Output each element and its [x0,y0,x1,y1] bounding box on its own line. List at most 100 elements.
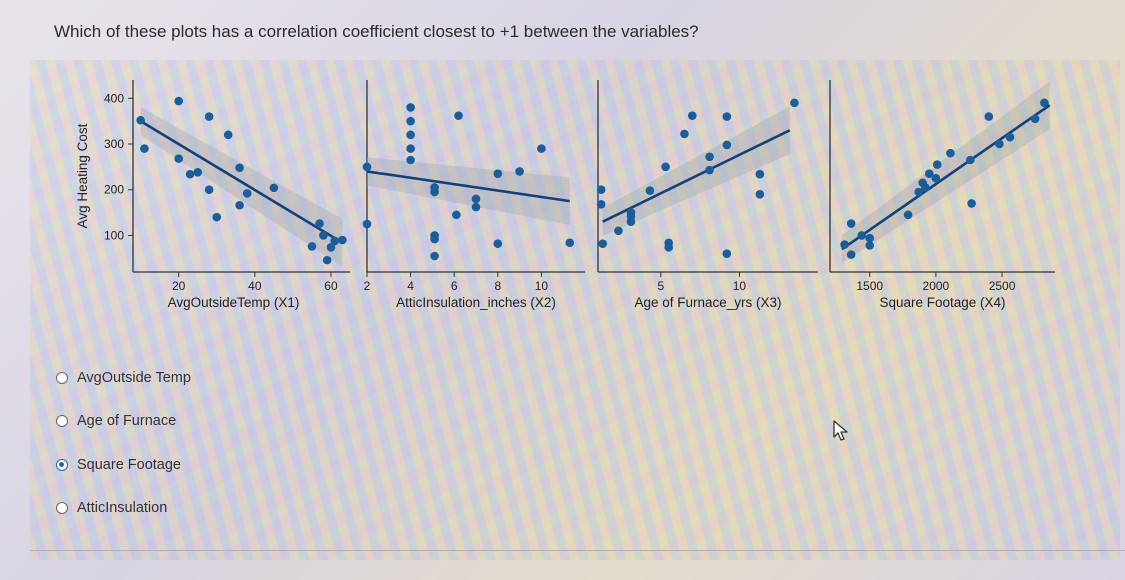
x-axis-label: AvgOutsideTemp (X1) [168,295,300,310]
data-point [406,155,415,165]
x-axis-label: Square Footage (X4) [879,295,1005,310]
data-point [493,239,503,248]
data-point [914,187,923,197]
data-point [967,199,976,208]
data-point [931,173,941,183]
x-axis-label: Age of Furnace_yrs (X3) [634,295,781,310]
data-point [995,139,1004,149]
radio-button-icon[interactable] [56,372,68,384]
data-point [984,112,994,121]
data-point [903,210,913,220]
option-age-of-furnace[interactable]: Age of Furnace [56,413,176,429]
data-point [1040,98,1049,108]
data-point [596,200,606,209]
data-point [614,226,623,236]
option-square-footage[interactable]: Square Footage [56,457,181,473]
confidence-band [140,107,343,267]
data-point [406,144,415,153]
x-axis-label: AtticInsulation_inches (X2) [396,295,556,310]
y-tick-label: 100 [104,228,124,242]
data-point [330,236,340,246]
data-point [626,217,636,227]
data-point [269,183,279,193]
y-axis-label: Avg Heating Cost [75,123,90,228]
option-label: Age of Furnace [77,413,177,429]
data-point [645,186,655,195]
data-point [430,251,439,261]
data-point [661,162,670,172]
x-tick-label: 20 [172,279,186,293]
y-tick-label: 300 [104,137,124,151]
data-point [755,189,765,199]
option-label: AvgOutside Temp [77,370,191,386]
data-point [406,116,415,126]
option-label: AtticInsulation [77,500,168,516]
data-point [596,185,606,195]
confidence-band [841,81,1050,264]
data-point [235,200,244,210]
radio-button-icon[interactable] [56,415,68,427]
data-point [664,243,674,252]
mouse-pointer-icon [833,420,848,441]
x-tick-label: 2500 [989,279,1016,293]
x-tick-label: 4 [407,279,414,293]
data-point [223,130,233,140]
y-tick-label: 400 [104,91,124,105]
data-point [362,219,372,229]
data-point [722,112,732,121]
data-point [326,243,336,252]
data-point [755,169,765,179]
data-point [840,240,849,249]
data-point [193,168,203,177]
option-label: Square Footage [77,457,181,473]
option-avgoutside-temp[interactable]: AvgOutside Temp [56,370,191,386]
data-point [924,169,934,179]
x-tick-label: 10 [733,279,747,293]
x-tick-label: 1500 [856,279,883,293]
data-point [406,130,415,140]
data-point [430,187,439,197]
x-tick-label: 5 [658,279,665,293]
bottom-divider [30,550,1125,551]
confidence-band [602,106,790,236]
data-point [598,239,608,248]
data-point [204,185,214,195]
data-point [174,96,183,106]
data-point [315,219,324,228]
regression-line [139,120,344,244]
data-point [430,234,439,244]
x-tick-label: 40 [248,279,262,293]
question-text: Which of these plots has a correlation c… [54,22,699,41]
data-point [537,144,546,153]
confidence-band [367,157,570,225]
regression-line [602,129,791,223]
data-point [846,250,856,259]
data-point [857,231,867,240]
data-point [493,169,503,179]
radio-button-icon[interactable] [56,459,68,471]
data-point [307,242,317,251]
data-point [865,241,875,250]
data-point [722,249,732,259]
x-tick-label: 60 [324,279,338,293]
option-atticinsulation[interactable]: AtticInsulation [56,500,167,516]
data-point [362,162,372,172]
data-point [242,189,252,198]
data-point [920,183,930,192]
data-point [846,219,856,228]
data-point [136,115,145,125]
data-point [212,212,222,222]
data-point [185,169,195,179]
data-point [1005,132,1015,142]
data-point [965,155,975,165]
data-point [722,140,732,150]
data-point [790,98,799,108]
data-point [454,111,463,120]
radio-button-icon[interactable] [56,502,68,514]
data-point [319,231,328,240]
regression-line [366,170,570,203]
data-point [865,233,875,243]
x-tick-label: 10 [535,279,549,293]
data-point [452,210,461,220]
x-tick-label: 2 [364,279,371,293]
